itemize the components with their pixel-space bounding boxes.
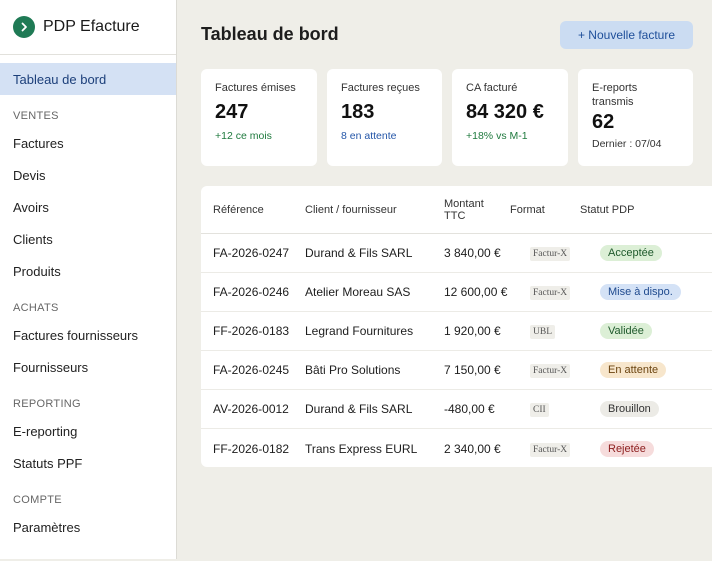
- format-tag: UBL: [530, 325, 555, 339]
- cell-client: Durand & Fils SARL: [305, 246, 413, 260]
- stat-card-factures-recues: Factures reçues 183 8 en attente: [327, 69, 442, 166]
- cell-client: Legrand Fournitures: [305, 324, 414, 338]
- format-tag: Factur-X: [530, 286, 571, 300]
- stat-card-e-reports: E-reports transmis 62 Dernier : 07/04: [578, 69, 693, 166]
- stat-card-sub: +12 ce mois: [215, 130, 272, 142]
- cell-reference: FA-2026-0246: [213, 285, 290, 299]
- cell-reference: FF-2026-0182: [213, 441, 290, 456]
- column-header-statut[interactable]: Statut PDP: [580, 203, 635, 216]
- stat-card-factures-emises: Factures émises 247 +12 ce mois: [201, 69, 317, 166]
- stat-card-ca-facture: CA facturé 84 320 € +18% vs M-1: [452, 69, 568, 166]
- cell-montant: -480,00 €: [444, 402, 495, 416]
- new-invoice-button[interactable]: + Nouvelle facture: [560, 21, 693, 49]
- cell-reference: AV-2026-0012: [213, 402, 289, 416]
- stat-card-label: Factures émises: [215, 82, 296, 94]
- status-badge: En attente: [600, 362, 667, 378]
- cell-reference: FA-2026-0245: [213, 363, 290, 377]
- invoices-table: Référence Client / fournisseur Montant T…: [201, 186, 712, 467]
- sidebar-item-factures-fournisseurs[interactable]: Factures fournisseurs: [13, 327, 138, 343]
- stat-card-value: 247: [215, 101, 249, 123]
- table-row[interactable]: AV-2026-0012 Durand & Fils SARL -480,00 € C…: [201, 390, 712, 429]
- sidebar-item-devis[interactable]: Devis: [13, 167, 46, 183]
- cell-statut: Brouillon: [600, 401, 712, 417]
- sidebar-item-tableau-de-bord[interactable]: Tableau de bord: [0, 63, 176, 95]
- column-header-format[interactable]: Format: [510, 203, 545, 216]
- cell-client: Durand & Fils SARL: [305, 402, 413, 416]
- table-row[interactable]: FF-2026-0182 Trans Express EURL 2 340,00 €…: [201, 429, 712, 468]
- brand-name: PDP Efacture: [43, 18, 140, 35]
- sidebar-item-factures[interactable]: Factures: [13, 135, 64, 151]
- sidebar-item-produits[interactable]: Produits: [13, 263, 61, 279]
- cell-reference: FF-2026-0183: [213, 324, 290, 338]
- format-tag: Factur-X: [530, 247, 571, 261]
- cell-montant: 2 340,00 €: [444, 441, 501, 456]
- stat-card-label: Factures reçues: [341, 82, 420, 94]
- column-header-client[interactable]: Client / fournisseur: [305, 203, 397, 216]
- cell-montant: 1 920,00 €: [444, 324, 501, 338]
- table-row[interactable]: FF-2026-0183 Legrand Fournitures 1 920,00 …: [201, 312, 712, 351]
- sidebar-section-reporting: REPORTING: [13, 398, 81, 410]
- cell-format: UBL: [530, 323, 600, 339]
- cell-format: Factur-X: [530, 245, 600, 261]
- stat-card-value: 183: [341, 101, 375, 123]
- sidebar-item-fournisseurs[interactable]: Fournisseurs: [13, 359, 89, 375]
- format-tag: CII: [530, 403, 549, 417]
- status-badge: Rejetée: [600, 440, 654, 457]
- cell-format: Factur-X: [530, 362, 600, 378]
- format-tag: Factur-X: [530, 442, 571, 457]
- cell-format: Factur-X: [530, 284, 600, 300]
- sidebar-section-compte: COMPTE: [13, 494, 62, 506]
- chevron-right-icon: [13, 16, 35, 38]
- column-header-montant[interactable]: Montant TTC: [444, 197, 484, 222]
- table-row[interactable]: FA-2026-0245 Bâti Pro Solutions 7 150,00 €…: [201, 351, 712, 390]
- sidebar-item-avoirs[interactable]: Avoirs: [13, 199, 49, 215]
- table-row[interactable]: FA-2026-0247 Durand & Fils SARL 3 840,00 €…: [201, 234, 712, 273]
- table-row[interactable]: FA-2026-0246 Atelier Moreau SAS 12 600,00 …: [201, 273, 712, 312]
- stat-card-value: 62: [592, 111, 615, 133]
- cell-montant: 12 600,00 €: [444, 285, 508, 299]
- table-body: FA-2026-0247 Durand & Fils SARL 3 840,00 €…: [201, 234, 712, 468]
- sidebar-item-e-reporting[interactable]: E-reporting: [13, 423, 78, 439]
- sidebar: PDP Efacture Tableau de bord VENTES Fact…: [0, 0, 177, 559]
- status-badge: Acceptée: [600, 245, 662, 261]
- stat-card-sub: Dernier : 07/04: [592, 138, 662, 150]
- column-header-reference[interactable]: Référence: [213, 203, 264, 216]
- cell-reference: FA-2026-0247: [213, 246, 290, 260]
- cell-statut: Validée: [600, 323, 712, 339]
- status-badge: Brouillon: [600, 401, 659, 417]
- stat-card-sub: +18% vs M-1: [466, 130, 528, 142]
- cell-statut: En attente: [600, 362, 712, 378]
- stat-card-label: E-reports transmis: [592, 82, 638, 108]
- cell-statut: Acceptée: [600, 245, 712, 261]
- sidebar-item-clients[interactable]: Clients: [13, 231, 53, 247]
- stat-card-sub: 8 en attente: [341, 130, 397, 142]
- sidebar-item-statuts-ppf[interactable]: Statuts PPF: [13, 455, 83, 471]
- cell-statut: Rejetée: [600, 440, 712, 457]
- cell-statut: Mise à dispo.: [600, 284, 712, 300]
- sidebar-item-parametres[interactable]: Paramètres: [13, 519, 81, 535]
- cell-montant: 3 840,00 €: [444, 246, 501, 260]
- cell-format: CII: [530, 401, 600, 417]
- page-title: Tableau de bord: [201, 24, 339, 44]
- sidebar-section-achats: ACHATS: [13, 302, 59, 314]
- format-tag: Factur-X: [530, 364, 571, 378]
- table-header: Référence Client / fournisseur Montant T…: [201, 186, 712, 234]
- cell-format: Factur-X: [530, 441, 600, 457]
- cell-client: Atelier Moreau SAS: [305, 285, 411, 299]
- status-badge: Validée: [600, 323, 652, 339]
- sidebar-nav: Tableau de bord VENTES Factures Devis Av…: [0, 55, 176, 543]
- brand[interactable]: PDP Efacture: [0, 0, 176, 55]
- status-badge: Mise à dispo.: [600, 284, 681, 300]
- stat-card-value: 84 320 €: [466, 101, 544, 123]
- stat-card-label: CA facturé: [466, 82, 518, 94]
- sidebar-section-ventes: VENTES: [13, 110, 59, 122]
- cell-client: Bâti Pro Solutions: [305, 363, 401, 377]
- cell-client: Trans Express EURL: [305, 441, 418, 456]
- cell-montant: 7 150,00 €: [444, 363, 501, 377]
